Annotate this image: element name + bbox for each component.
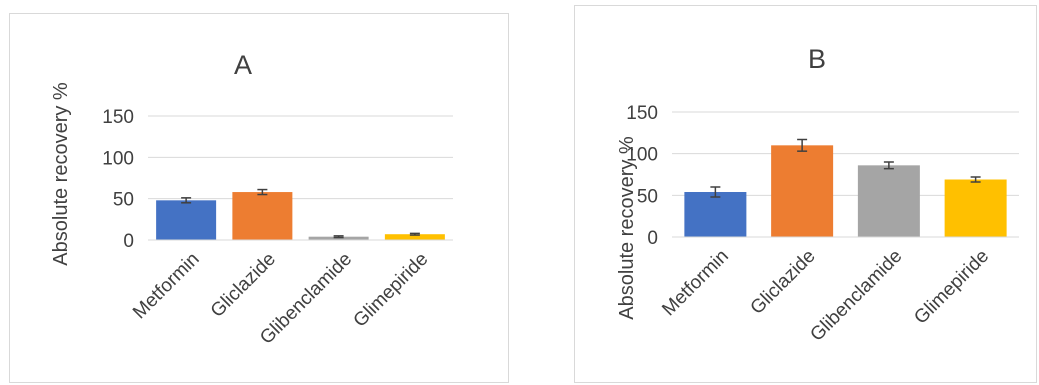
chart-b-bar bbox=[684, 192, 747, 237]
chart-b-x-tick-label: Gliclazide bbox=[747, 246, 820, 319]
chart-a-y-tick-label: 150 bbox=[102, 107, 134, 128]
chart-a-y-axis-label: Absolute recovery % bbox=[50, 82, 72, 266]
chart-b-y-tick-label: 100 bbox=[626, 145, 658, 166]
chart-a-x-tick-label: Glimepiride bbox=[350, 249, 433, 332]
chart-a-bar bbox=[232, 192, 293, 240]
chart-b-y-tick-label: 50 bbox=[637, 186, 658, 207]
chart-a-bar bbox=[156, 200, 217, 240]
chart-b-bar bbox=[771, 145, 834, 237]
chart-b-x-tick-label: Metformin bbox=[658, 246, 733, 321]
chart-a-y-tick-label: 50 bbox=[113, 190, 134, 211]
chart-b-y-axis-label: Absolute recovery % bbox=[616, 136, 638, 320]
chart-b: B Absolute recovery % 0 50 100 150 Metformin… bbox=[574, 5, 1037, 383]
chart-a-bar bbox=[384, 234, 445, 240]
chart-a: A Absolute recovery % 0 50 100 150 Metformin… bbox=[9, 13, 509, 383]
chart-b-bar bbox=[857, 165, 920, 237]
chart-a-title: A bbox=[234, 50, 252, 80]
chart-b-bar bbox=[944, 179, 1007, 237]
chart-a-y-tick-label: 0 bbox=[123, 231, 134, 252]
chart-a-x-tick-label: Gliclazide bbox=[207, 249, 280, 322]
chart-b-title: B bbox=[808, 44, 826, 74]
chart-a-y-tick-label: 100 bbox=[102, 148, 134, 169]
chart-b-y-tick-label: 0 bbox=[647, 228, 658, 249]
chart-b-y-tick-label: 150 bbox=[626, 103, 658, 124]
chart-b-plot-area: 0 50 100 150 Metformin GliclazideGlibenclamid… bbox=[626, 103, 1019, 346]
chart-b-x-tick-label: Glibenclamide bbox=[806, 246, 906, 346]
chart-a-svg: A Absolute recovery % 0 50 100 150 Metformin… bbox=[50, 50, 453, 349]
chart-a-bar bbox=[308, 236, 369, 240]
chart-b-x-tick-label: Glimepiride bbox=[910, 246, 993, 329]
chart-b-svg: B Absolute recovery % 0 50 100 150 Metformin… bbox=[616, 44, 1019, 346]
chart-a-x-tick-label: Metformin bbox=[129, 249, 204, 324]
